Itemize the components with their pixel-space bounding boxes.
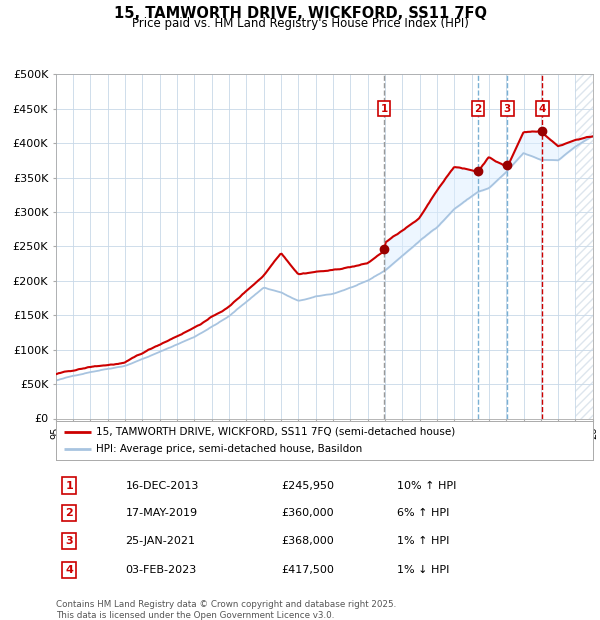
Text: 1: 1 [380,104,388,114]
Text: 3: 3 [504,104,511,114]
Text: 16-DEC-2013: 16-DEC-2013 [125,480,199,490]
Text: £245,950: £245,950 [281,480,334,490]
Text: 2: 2 [65,508,73,518]
Text: 1% ↓ HPI: 1% ↓ HPI [397,565,449,575]
Text: 2: 2 [475,104,482,114]
Text: 15, TAMWORTH DRIVE, WICKFORD, SS11 7FQ (semi-detached house): 15, TAMWORTH DRIVE, WICKFORD, SS11 7FQ (… [96,427,455,436]
Text: 15, TAMWORTH DRIVE, WICKFORD, SS11 7FQ: 15, TAMWORTH DRIVE, WICKFORD, SS11 7FQ [113,6,487,21]
Text: 3: 3 [65,536,73,546]
Text: 4: 4 [65,565,73,575]
Text: 4: 4 [539,104,546,114]
Text: 1: 1 [65,480,73,490]
Text: 10% ↑ HPI: 10% ↑ HPI [397,480,456,490]
Text: 17-MAY-2019: 17-MAY-2019 [125,508,198,518]
Text: HPI: Average price, semi-detached house, Basildon: HPI: Average price, semi-detached house,… [96,445,362,454]
Text: £368,000: £368,000 [281,536,334,546]
Text: 03-FEB-2023: 03-FEB-2023 [125,565,197,575]
Text: 25-JAN-2021: 25-JAN-2021 [125,536,196,546]
Text: Price paid vs. HM Land Registry's House Price Index (HPI): Price paid vs. HM Land Registry's House … [131,17,469,30]
Text: £417,500: £417,500 [281,565,334,575]
Text: 1% ↑ HPI: 1% ↑ HPI [397,536,449,546]
Text: £360,000: £360,000 [281,508,334,518]
Text: 6% ↑ HPI: 6% ↑ HPI [397,508,449,518]
Text: Contains HM Land Registry data © Crown copyright and database right 2025.
This d: Contains HM Land Registry data © Crown c… [56,600,396,619]
